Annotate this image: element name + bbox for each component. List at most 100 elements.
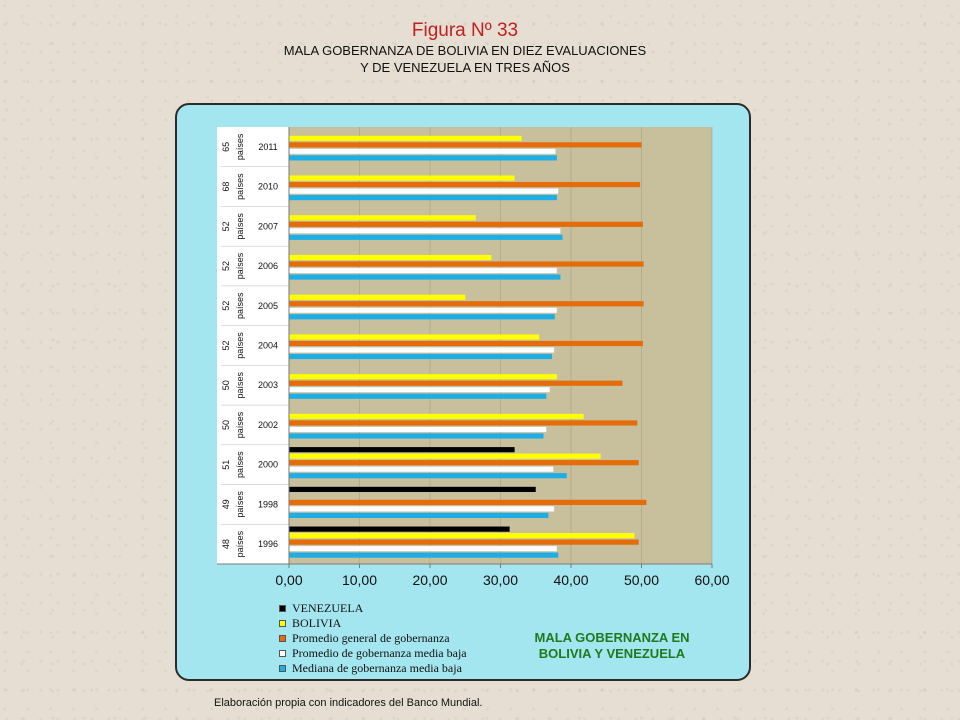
bar: [289, 334, 540, 340]
country-count-label: 52: [221, 340, 231, 350]
x-tick-label: 40,00: [553, 572, 588, 588]
countries-suffix-label: países: [235, 530, 245, 557]
bar: [289, 215, 476, 221]
bar: [288, 466, 554, 472]
countries-suffix-label: países: [235, 252, 245, 279]
category-label: 2011: [258, 142, 277, 152]
country-count-label: 68: [221, 182, 231, 192]
bar: [289, 539, 639, 545]
bar: [289, 314, 555, 320]
legend-item: VENEZUELA: [279, 601, 467, 616]
bar: [288, 267, 558, 274]
legend-swatch: [279, 665, 286, 672]
category-label: 2000: [258, 460, 278, 470]
legend-label: Promedio de gobernanza media baja: [292, 646, 467, 660]
figure-subtitle-line1: MALA GOBERNANZA DE BOLIVIA EN DIEZ EVALU…: [283, 43, 647, 58]
country-count-label: 50: [221, 420, 231, 430]
countries-suffix-label: países: [235, 371, 245, 398]
bar: [289, 142, 642, 148]
legend-swatch: [279, 635, 286, 642]
country-count-label: 48: [221, 539, 231, 549]
bar: [289, 155, 557, 161]
category-label: 2002: [258, 420, 278, 430]
category-label: 2007: [258, 221, 278, 231]
legend-item: BOLIVIA: [279, 616, 467, 631]
bar: [289, 175, 515, 181]
countries-suffix-label: países: [235, 491, 245, 518]
bar: [288, 307, 558, 314]
chart-legend: VENEZUELA BOLIVIA Promedio general de gobe…: [279, 601, 467, 676]
countries-suffix-label: países: [235, 133, 245, 160]
x-tick-label: 20,00: [412, 572, 447, 588]
bar: [288, 386, 551, 393]
bar: [289, 420, 638, 426]
bar: [288, 426, 547, 433]
category-label: 2010: [258, 182, 278, 192]
bar: [289, 234, 563, 240]
category-label: 2006: [258, 261, 278, 271]
countries-suffix-label: países: [235, 332, 245, 359]
legend-swatch: [279, 620, 286, 627]
x-tick-label: 10,00: [342, 572, 377, 588]
legend-item: Mediana de gobernanza media baja: [279, 661, 467, 676]
bar: [289, 221, 643, 227]
legend-swatch: [279, 650, 286, 657]
bar: [289, 433, 544, 439]
country-count-label: 65: [221, 142, 231, 152]
bar: [289, 533, 635, 539]
legend-swatch: [279, 605, 286, 612]
title-block: Figura Nº 33 MALA GOBERNANZA DE BOLIVIA …: [0, 20, 930, 76]
badge-line1: MALA GOBERNANZA EN: [534, 630, 690, 645]
category-label-band: [217, 127, 289, 564]
bar: [289, 353, 552, 360]
bar: [289, 261, 644, 267]
bar: [289, 254, 492, 261]
bar: [288, 148, 556, 155]
bar: [289, 413, 584, 420]
bar: [288, 545, 558, 552]
bar: [289, 552, 559, 558]
countries-suffix-label: países: [235, 411, 245, 438]
bar-chart: 2011 65 países 2010 68 países 2007 52 países 2006…: [217, 127, 730, 588]
bar: [289, 447, 515, 453]
category-label: 2004: [258, 341, 278, 351]
category-label: 2005: [258, 301, 278, 311]
bar: [289, 380, 623, 386]
category-label: 1996: [258, 539, 278, 549]
bar: [289, 135, 522, 141]
legend-label: BOLIVIA: [292, 616, 342, 630]
bar: [289, 499, 647, 506]
countries-suffix-label: países: [235, 173, 245, 200]
chart-panel: 2011 65 países 2010 68 países 2007 52 países 2006…: [175, 103, 751, 681]
countries-suffix-label: países: [235, 451, 245, 478]
bar: [288, 347, 555, 353]
chart-badge: MALA GOBERNANZA EN BOLIVIA Y VENEZUELA: [525, 630, 699, 662]
x-tick-label: 60,00: [694, 572, 729, 588]
country-count-label: 49: [221, 499, 231, 509]
figure-subtitle-line2: Y DE VENEZUELA EN TRES AÑOS: [360, 60, 570, 75]
countries-suffix-label: países: [235, 213, 245, 240]
legend-label: Promedio general de gobernanza: [292, 631, 450, 645]
x-tick-label: 0,00: [275, 572, 302, 588]
bar: [289, 393, 547, 399]
bar: [288, 188, 559, 194]
bar: [289, 460, 639, 466]
bar: [289, 512, 549, 519]
bar: [289, 526, 510, 532]
category-label: 2003: [258, 380, 278, 390]
source-footnote: Elaboración propia con indicadores del B…: [214, 697, 483, 709]
figure-title: Figura Nº 33: [411, 20, 519, 41]
bar: [288, 228, 561, 234]
country-count-label: 50: [221, 380, 231, 390]
bar: [289, 486, 536, 493]
bar: [289, 181, 641, 188]
bar: [289, 301, 644, 307]
badge-line2: BOLIVIA Y VENEZUELA: [538, 646, 686, 661]
bar: [289, 473, 567, 479]
country-count-label: 52: [221, 221, 231, 231]
legend-label: Mediana de gobernanza media baja: [292, 661, 462, 675]
x-tick-label: 50,00: [624, 572, 659, 588]
bar: [289, 453, 601, 459]
bar: [289, 374, 557, 380]
category-label: 1998: [258, 499, 278, 509]
